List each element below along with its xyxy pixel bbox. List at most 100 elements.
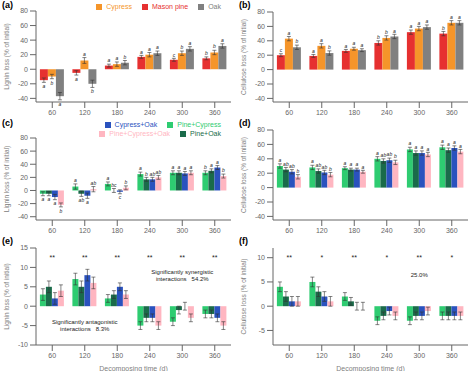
svg-text:ab: ab [316,162,322,168]
svg-text:180: 180 [111,227,123,234]
svg-text:b: b [394,153,397,159]
svg-text:80: 80 [20,134,28,141]
svg-text:Decomposing time (d): Decomposing time (d) [336,365,404,371]
svg-text:b: b [51,80,54,86]
svg-text:b: b [442,25,445,31]
svg-text:20: 20 [20,51,28,58]
svg-text:a: a [43,83,46,89]
svg-text:**: ** [147,253,153,260]
svg-text:a: a [210,162,213,168]
svg-text:180: 180 [348,352,360,359]
svg-text:120: 120 [316,352,328,359]
svg-text:b: b [205,50,208,56]
svg-text:80: 80 [20,7,28,14]
svg-text:60: 60 [48,227,56,234]
svg-text:-40: -40 [255,213,265,220]
svg-text:40: 40 [20,161,28,168]
svg-text:a: a [353,40,356,46]
svg-text:a: a [221,37,224,43]
svg-text:180: 180 [111,109,123,116]
svg-text:a: a [410,23,413,29]
svg-text:c: c [280,47,283,53]
svg-text:a: a [441,138,444,144]
svg-text:40: 40 [20,37,28,44]
svg-text:a: a [172,164,175,170]
svg-text:-10: -10 [18,341,28,348]
svg-text:240: 240 [144,227,156,234]
svg-text:-40: -40 [255,95,265,102]
svg-text:*: * [450,253,453,260]
svg-text:Lignin loss (% of initial): Lignin loss (% of initial) [3,146,11,212]
svg-text:a: a [409,140,412,146]
svg-text:240: 240 [381,109,393,116]
svg-text:60: 60 [257,23,265,30]
svg-text:a: a [312,48,315,54]
svg-text:180: 180 [348,109,360,116]
svg-text:0: 0 [261,184,265,191]
svg-text:b: b [145,171,148,177]
svg-text:a: a [427,146,430,152]
svg-text:*: * [385,253,388,260]
svg-text:-20: -20 [255,80,265,87]
svg-text:0: 0 [24,187,28,194]
svg-text:5: 5 [24,283,28,290]
svg-text:60: 60 [48,109,56,116]
svg-text:bc: bc [111,182,117,188]
svg-text:15: 15 [20,244,28,251]
svg-text:Cellulose loss (% of initial): Cellulose loss (% of initial) [240,137,248,213]
svg-text:0: 0 [261,303,265,310]
svg-text:300: 300 [176,227,188,234]
svg-text:a: a [156,44,159,50]
svg-text:60: 60 [285,227,293,234]
svg-text:a: a [75,76,78,82]
svg-text:a: a [459,143,462,149]
svg-text:a: a [447,141,450,147]
svg-text:360: 360 [446,352,458,359]
svg-text:a: a [345,43,348,49]
svg-text:a: a [426,18,429,24]
svg-text:b: b [385,29,388,35]
svg-text:a: a [42,196,45,202]
svg-text:80: 80 [257,126,265,133]
svg-text:a: a [361,42,364,48]
svg-text:a: a [74,177,77,183]
svg-text:a: a [107,175,110,181]
svg-text:10: 10 [257,254,265,261]
svg-text:-40: -40 [18,95,28,102]
svg-text:5: 5 [261,278,265,285]
svg-text:a: a [140,49,143,55]
svg-text:**: ** [115,253,121,260]
svg-text:a: a [279,157,282,163]
svg-text:a: a [108,57,111,63]
svg-text:0: 0 [261,66,265,73]
svg-text:Lignin loss (% of initial): Lignin loss (% of initial) [3,23,11,89]
svg-text:a: a [86,199,89,205]
svg-text:b: b [124,54,127,60]
svg-text:-20: -20 [255,198,265,205]
svg-text:120: 120 [79,227,91,234]
svg-text:**: ** [50,253,56,260]
svg-text:a: a [48,196,51,202]
svg-text:a: a [189,40,192,46]
svg-text:a: a [216,159,219,165]
svg-text:b: b [222,167,225,173]
svg-text:120: 120 [79,352,91,359]
svg-text:Significantly synergisticinter: Significantly synergisticinteractions 54… [151,269,213,282]
svg-text:a: a [288,30,291,36]
svg-text:40: 40 [257,155,265,162]
svg-text:0: 0 [24,303,28,310]
svg-text:ab: ab [79,197,85,203]
svg-text:b: b [328,44,331,50]
svg-text:a: a [320,37,323,43]
svg-text:a: a [362,164,365,170]
svg-text:20: 20 [20,174,28,181]
svg-text:360: 360 [209,352,221,359]
svg-text:ab: ab [150,171,156,177]
svg-text:a: a [450,14,453,20]
svg-text:b: b [60,208,63,214]
svg-text:ab: ab [156,169,162,175]
svg-text:a: a [148,46,151,52]
svg-text:300: 300 [413,227,425,234]
svg-text:ab: ab [283,161,289,167]
svg-text:120: 120 [316,227,328,234]
